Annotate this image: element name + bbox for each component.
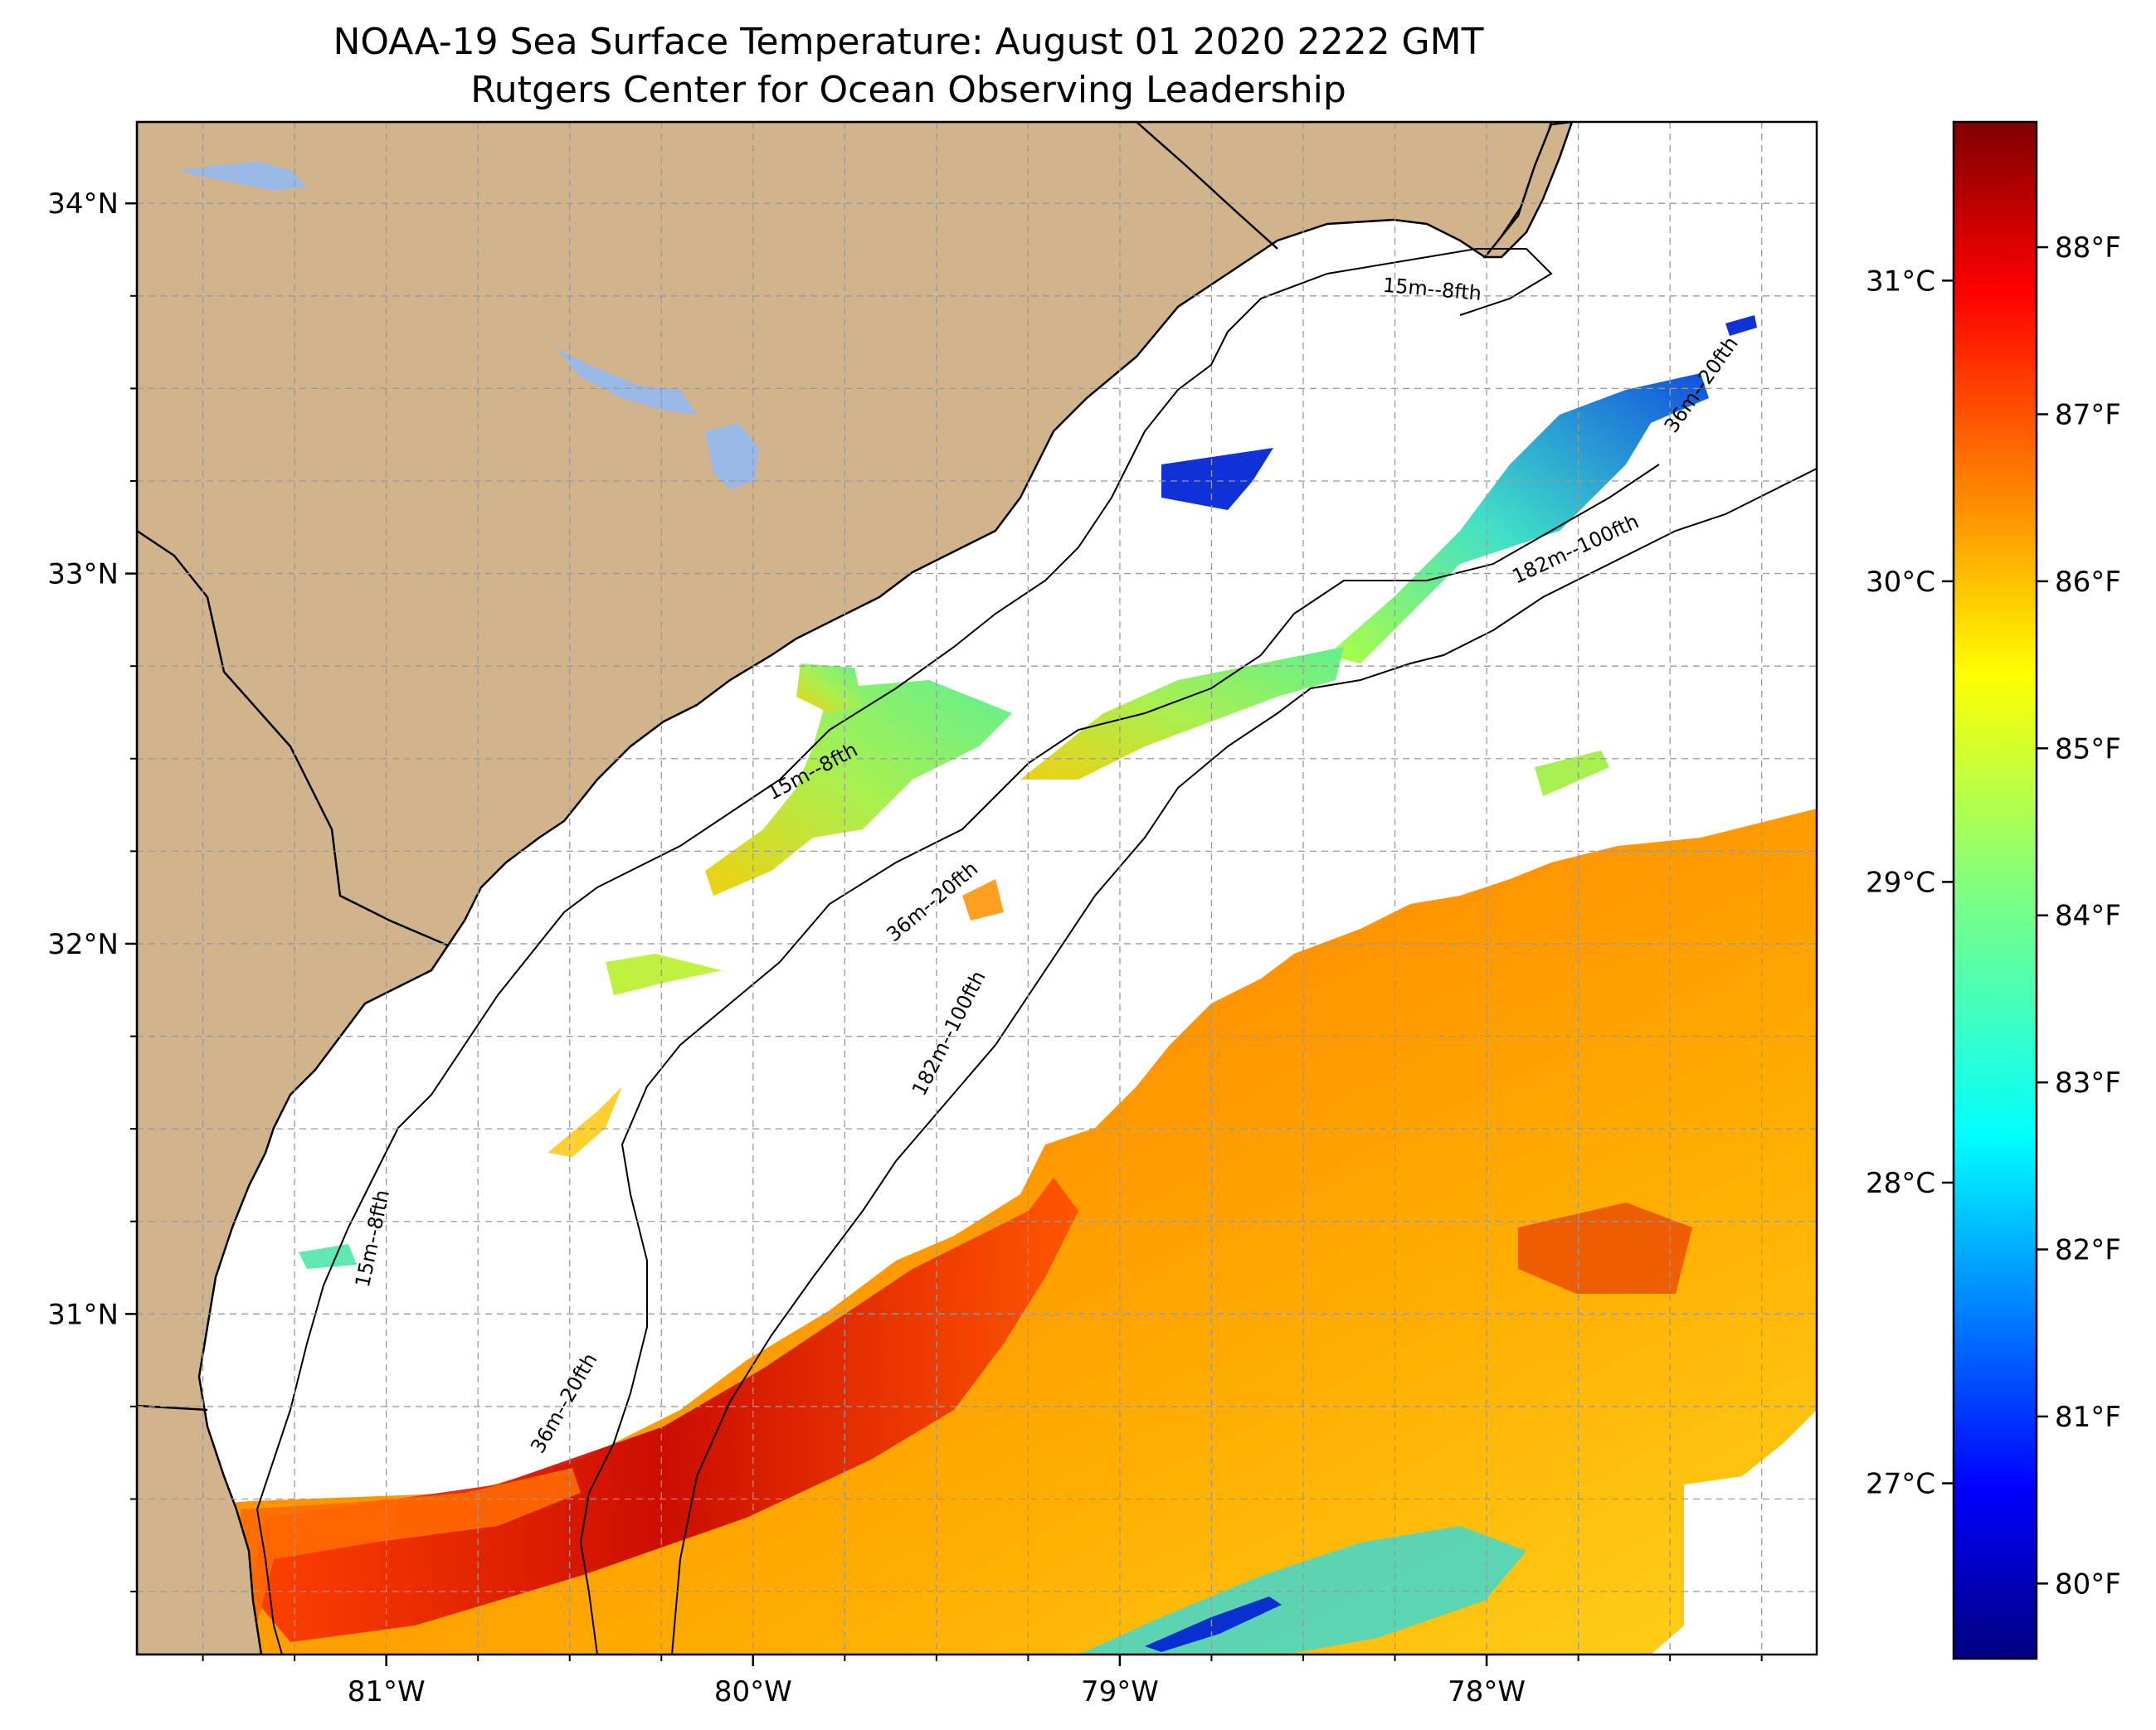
sst-small-patch-4 (1535, 751, 1609, 796)
lon-tick-label: 81°W (348, 1675, 426, 1708)
sst-ne-patch (1327, 373, 1709, 663)
sst-small-patch-2 (548, 1086, 622, 1157)
sst-small-patch-6 (1725, 315, 1757, 336)
lat-tick-label: 31°N (47, 1298, 119, 1331)
land-coast (137, 122, 1553, 1655)
lat-tick-label: 32°N (47, 928, 119, 961)
state-border-nc-sc (1136, 122, 1278, 250)
sst-small-patch-5 (299, 1244, 357, 1269)
isobath-36m (579, 464, 1660, 1655)
map-axis-ticks (125, 202, 1488, 1666)
sst-mid-patch (705, 680, 1012, 896)
lon-tick-label: 79°W (1081, 1675, 1159, 1708)
sst-small-patch-1 (606, 954, 722, 995)
lake-1 (178, 162, 307, 191)
sst-inner-patch (796, 663, 863, 713)
sst-cold-streak (1145, 1596, 1282, 1652)
lake-3 (705, 423, 759, 489)
lat-tick-label: 33°N (47, 558, 119, 591)
title-line-2: Rutgers Center for Ocean Observing Leade… (470, 69, 1346, 111)
map-gridlines (137, 122, 1817, 1655)
lake-2 (556, 348, 697, 415)
isobath-182m (671, 468, 1817, 1655)
sst-coastal-bands (1020, 647, 1344, 780)
lat-tick-label: 34°N (47, 187, 119, 221)
land-outer-banks (1482, 122, 1574, 259)
sst-small-patch-3 (962, 879, 1004, 921)
sst-shelf-strip (236, 1468, 581, 1655)
title-line-1: NOAA-19 Sea Surface Temperature: August … (333, 21, 1484, 63)
map-axis-labels: 81°W 80°W 79°W 78°W 34°N 33°N 32°N 31°N (47, 187, 1526, 1708)
map-title: NOAA-19 Sea Surface Temperature: August … (0, 18, 1817, 114)
state-border-sc-ga (137, 529, 449, 947)
sst-cold-patch (1161, 448, 1273, 510)
map-frame (135, 120, 1818, 1656)
sst-cool-band (1078, 1526, 1526, 1655)
lon-tick-label: 80°W (714, 1675, 792, 1708)
sst-hot-spot (1518, 1203, 1692, 1294)
isobaths (256, 248, 1817, 1655)
isobath-15m (256, 248, 1553, 1655)
map-plot-area (137, 122, 1817, 1655)
lon-tick-label: 78°W (1448, 1675, 1526, 1708)
